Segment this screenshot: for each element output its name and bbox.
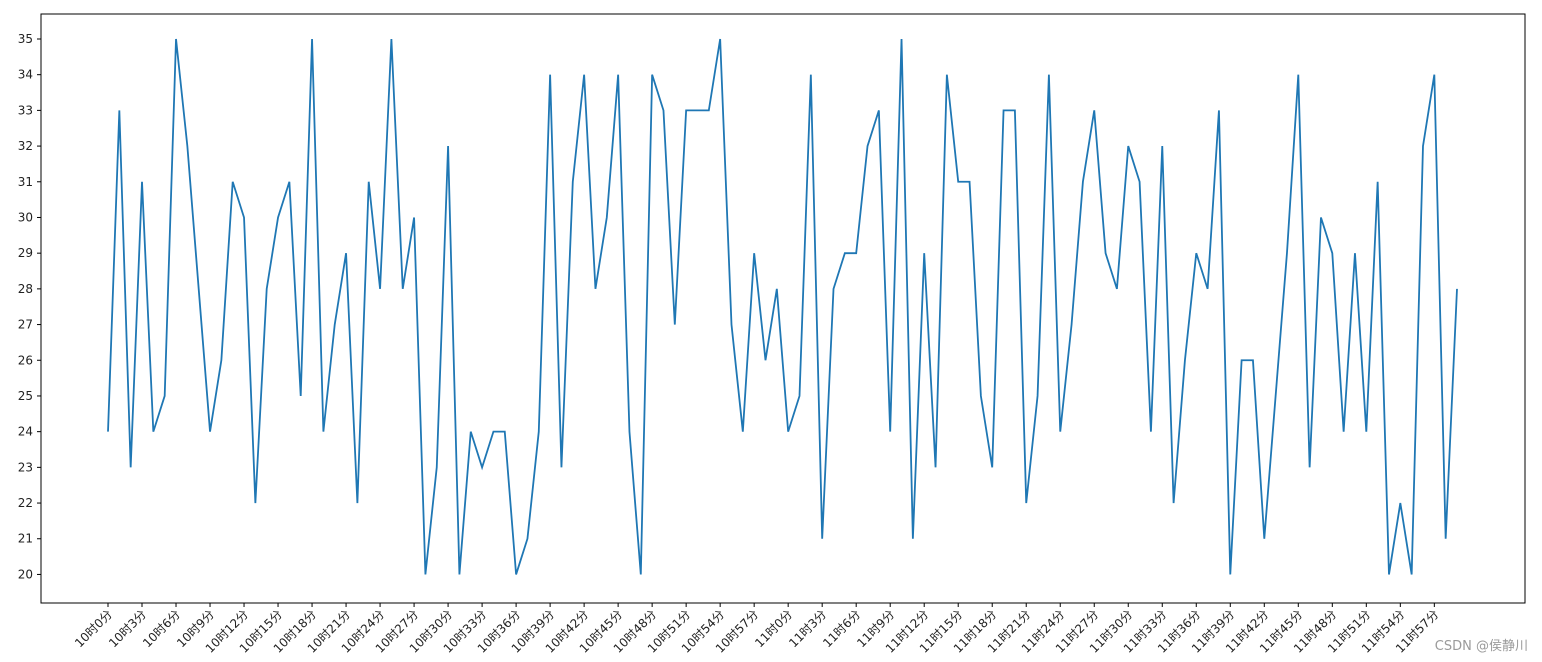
y-tick-label: 20: [18, 567, 33, 581]
y-tick-label: 34: [18, 68, 33, 82]
y-tick-label: 24: [18, 425, 33, 439]
y-tick-label: 28: [18, 282, 33, 296]
series-layer: [107, 38, 1458, 575]
y-tick-label: 32: [18, 139, 33, 153]
plot-area: [40, 13, 1526, 604]
y-tick-label: 35: [18, 32, 33, 46]
y-tick-label: 21: [18, 532, 33, 546]
y-tick-label: 33: [18, 103, 33, 117]
y-axis: 20 21 22 23 24 25 26 27 28 29 30 31 32 33 34 35: [18, 32, 41, 581]
y-tick-label: 30: [18, 210, 33, 224]
series-line: [107, 38, 1458, 575]
y-tick-label: 29: [18, 246, 33, 260]
x-axis: 10时0分10时3分10时6分10时9分10时12分10时15分10时18分10…: [72, 603, 1441, 656]
y-tick-label: 27: [18, 318, 33, 332]
y-tick-label: 25: [18, 389, 33, 403]
y-tick-label: 26: [18, 353, 33, 367]
watermark-text: CSDN @侯静川: [1434, 639, 1528, 654]
y-tick-label: 23: [18, 460, 33, 474]
y-tick-label: 22: [18, 496, 33, 510]
y-tick-label: 31: [18, 175, 33, 189]
